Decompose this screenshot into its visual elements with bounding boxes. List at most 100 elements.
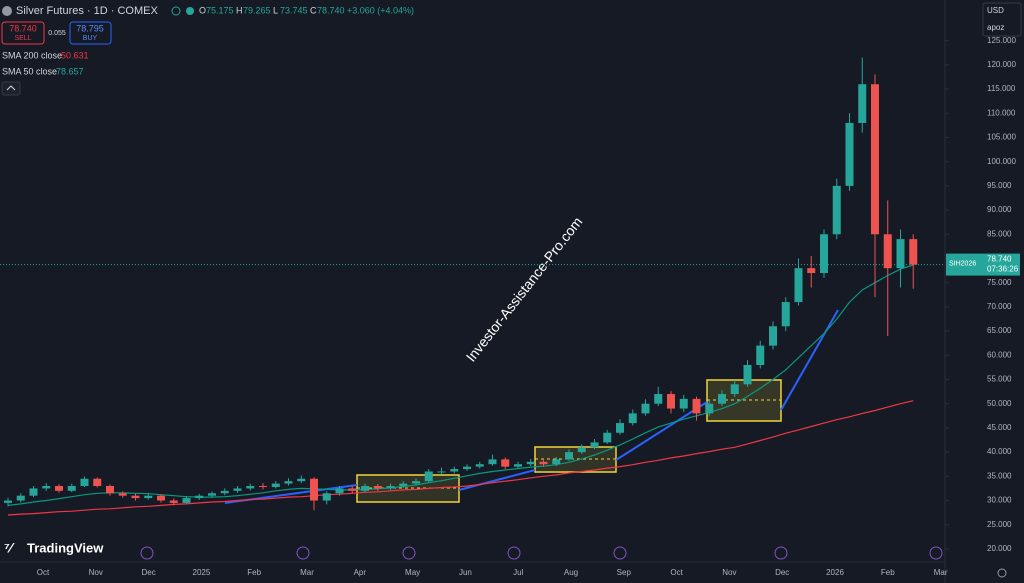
x-tick-label: May: [405, 568, 420, 577]
candle-body: [450, 469, 459, 472]
ohlc-label: H: [236, 5, 243, 15]
x-tick-label: Nov: [722, 568, 736, 577]
x-tick-label: Aug: [564, 568, 578, 577]
candle-body: [871, 84, 879, 235]
sell-button[interactable]: [1, 21, 45, 45]
candle-body: [67, 486, 76, 491]
trend-line[interactable]: [615, 401, 708, 461]
candle-body: [667, 394, 675, 409]
last-price-box: [946, 253, 1020, 276]
change: +3.060 (+4.04%): [347, 5, 414, 15]
candle-body: [284, 481, 293, 484]
candle-body: [794, 268, 803, 303]
candle-body: [781, 302, 790, 327]
y-tick-label: 115.000: [987, 84, 1016, 93]
indicator-name[interactable]: SMA 50 close: [2, 66, 57, 76]
candle-body: [373, 486, 382, 489]
candle-body: [29, 488, 38, 496]
symbol-title[interactable]: Silver Futures · 1D · COMEX: [16, 5, 158, 17]
candle-body: [361, 486, 369, 491]
candle-body: [730, 384, 739, 395]
candle-body: [463, 466, 471, 470]
candle-body: [399, 483, 408, 487]
currency-box[interactable]: [982, 2, 1022, 37]
account[interactable]: apoz: [987, 23, 1004, 32]
event-icons: [140, 546, 943, 560]
event-icon[interactable]: [296, 546, 310, 560]
y-tick-label: 35.000: [987, 471, 1012, 480]
countdown: 07:36:26: [987, 265, 1019, 274]
x-tick-label: 2025: [193, 568, 211, 577]
candle-body: [195, 495, 204, 499]
candle-body: [106, 486, 114, 494]
candle-body: [310, 478, 318, 501]
candle-body: [271, 483, 280, 487]
candle-body: [424, 471, 433, 482]
y-tick-label: 90.000: [987, 205, 1012, 214]
indicator-name[interactable]: SMA 200 close: [2, 50, 62, 60]
candle-body: [756, 345, 765, 365]
ohlc-value: 75.175: [206, 5, 234, 15]
candle-body: [233, 488, 242, 491]
y-tick-label: 65.000: [987, 326, 1012, 335]
collapse-icon: [6, 85, 16, 91]
y-tick-label: 75.000: [987, 278, 1012, 287]
currency[interactable]: USD: [987, 6, 1004, 15]
candle-body: [883, 234, 892, 269]
brand-logo: ⁷⁄: [4, 540, 15, 556]
candle-body: [246, 486, 255, 489]
x-tick-label: Oct: [37, 568, 50, 577]
status-icon: [171, 6, 181, 16]
ohlc-legend: O 75.175 H 79.265 L 73.745 C 78.740 +3.060 (+4.0…: [199, 5, 414, 15]
candle-body: [437, 471, 446, 473]
ohlc-value: 79.265: [243, 5, 271, 15]
candle-body: [501, 459, 510, 467]
collapse-button[interactable]: [1, 81, 21, 96]
candle-body: [348, 488, 357, 491]
event-icon[interactable]: [929, 546, 943, 560]
event-icon[interactable]: [613, 546, 627, 560]
candle-body: [769, 326, 777, 346]
x-tick-label: Mar: [934, 568, 948, 577]
y-tick-label: 85.000: [987, 229, 1012, 238]
x-tick-label: Jun: [459, 568, 472, 577]
event-icon[interactable]: [774, 546, 788, 560]
buy-button[interactable]: [69, 21, 112, 45]
candle-body: [335, 488, 344, 494]
y-tick-label: 55.000: [987, 375, 1012, 384]
candle-body: [845, 122, 854, 186]
candle-body: [220, 490, 229, 494]
trend-line[interactable]: [458, 469, 536, 491]
trend-line[interactable]: [780, 309, 839, 411]
indicator-value: 50.631: [61, 50, 89, 60]
candle-body: [16, 495, 25, 501]
ohlc-value: 73.745: [280, 5, 308, 15]
event-icon[interactable]: [402, 546, 416, 560]
settings-icon[interactable]: [997, 568, 1007, 578]
y-tick-label: 25.000: [987, 520, 1012, 529]
sma-line: [7, 400, 914, 516]
event-icon[interactable]: [507, 546, 521, 560]
candle-body: [628, 413, 637, 424]
ohlc-label: C: [310, 5, 317, 15]
x-tick-label: Nov: [89, 568, 103, 577]
candle-body: [909, 239, 918, 265]
candle-body: [820, 234, 828, 274]
candle-body: [144, 495, 153, 499]
candle-body: [80, 478, 89, 487]
event-icon[interactable]: [140, 546, 154, 560]
candle-body: [896, 239, 905, 269]
contract: SIH2026: [949, 260, 976, 267]
y-tick-label: 50.000: [987, 399, 1012, 408]
spread: 0.055: [48, 30, 66, 37]
y-tick-label: 105.000: [987, 133, 1016, 142]
candle-body: [705, 403, 714, 414]
candle-body: [55, 486, 63, 491]
y-tick-label: 110.000: [987, 108, 1016, 117]
candle-body: [208, 493, 216, 496]
x-tick-label: Mar: [300, 568, 314, 577]
candle-body: [641, 403, 650, 414]
last-price: 78.740: [987, 255, 1012, 264]
x-tick-label: Dec: [141, 568, 155, 577]
